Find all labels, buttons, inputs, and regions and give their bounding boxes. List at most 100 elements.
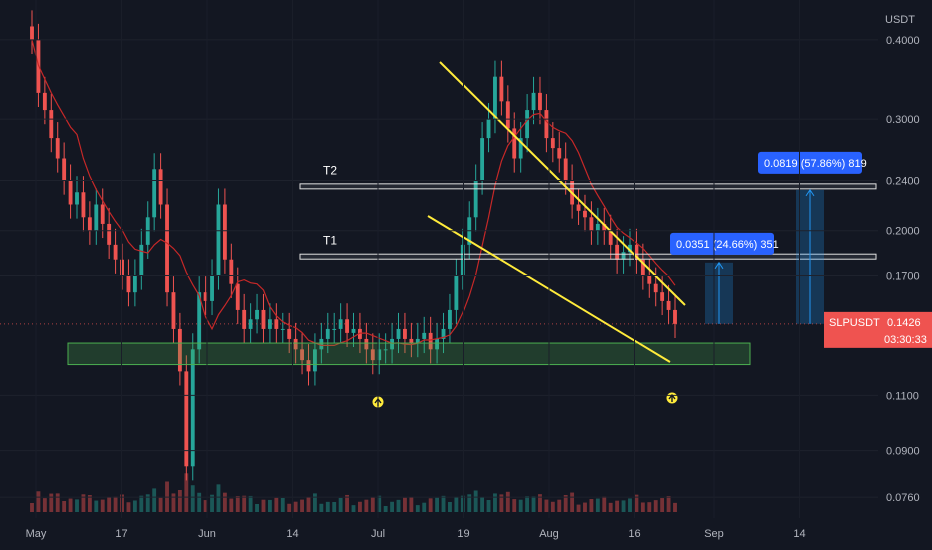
candle-body <box>493 76 497 120</box>
volume-bar <box>608 502 613 512</box>
candle-body <box>345 319 349 333</box>
target-line[interactable] <box>299 253 877 260</box>
measurement-tools[interactable]: 0.0351 (24.66%) 351 0.0819 (57.86%) 819 <box>670 151 867 324</box>
candle-body <box>454 275 459 310</box>
last-price-tag: SLPUSDT 0.1426 03:30:33 <box>824 311 932 348</box>
time-axis[interactable] <box>0 518 932 550</box>
volume-bar <box>87 495 92 512</box>
candle-body <box>473 180 478 218</box>
volume-bar <box>640 502 645 512</box>
volume-bar <box>435 497 440 512</box>
volume-bar <box>576 504 581 512</box>
volume-bar <box>454 496 459 512</box>
candle-body <box>62 158 67 181</box>
y-tick-label: 0.1100 <box>886 390 919 402</box>
y-tick-label: 0.2000 <box>886 226 920 238</box>
volume-bar <box>306 497 311 512</box>
volume-bar <box>422 502 427 512</box>
candle-body <box>94 204 99 231</box>
candle-body <box>544 110 549 139</box>
volume-bar <box>538 494 542 512</box>
candle-body <box>460 244 465 276</box>
candle-body <box>403 328 407 339</box>
candle-body <box>293 338 298 350</box>
candle-body <box>300 349 304 361</box>
volume-bar <box>229 498 234 512</box>
candle-body <box>235 283 240 310</box>
volume-bar <box>261 499 266 512</box>
volume-bar <box>595 498 600 512</box>
candle-body <box>100 204 105 224</box>
wedge-upper-line[interactable] <box>439 61 686 306</box>
candle-body <box>557 148 562 159</box>
x-tick-label: May <box>26 528 47 540</box>
volume-bar <box>415 505 420 512</box>
last-price-symbol: SLPUSDT <box>829 317 880 329</box>
candle-body <box>30 26 34 40</box>
volume-bar <box>100 499 105 512</box>
volume-bar <box>647 502 652 512</box>
candle-body <box>422 332 427 339</box>
candle-body <box>287 328 292 339</box>
candle-body <box>396 328 401 339</box>
volume-bar <box>634 494 639 512</box>
x-tick-label: 19 <box>457 528 469 540</box>
volume-bar <box>222 492 227 512</box>
candle-body <box>42 92 47 111</box>
volume-bar <box>132 500 137 512</box>
volume-bar <box>493 493 497 512</box>
candle-body <box>358 328 362 339</box>
volume-bar <box>81 494 86 512</box>
candle-body <box>448 309 452 329</box>
volume-bar <box>280 498 285 512</box>
candle-body <box>107 223 112 245</box>
candle-body <box>87 217 92 231</box>
candle-body <box>589 217 594 231</box>
volume-bar <box>319 503 324 512</box>
volume-bar <box>190 485 195 512</box>
candle-body <box>203 292 208 301</box>
volume-bar <box>312 493 317 512</box>
volume-bar <box>145 494 150 512</box>
volume-bar <box>550 501 555 512</box>
last-price-value: 0.1426 <box>887 317 921 329</box>
candle-body <box>621 252 626 260</box>
candle-body <box>370 349 375 361</box>
candle-body <box>248 319 253 329</box>
candle-body <box>229 259 234 284</box>
volume-bar <box>383 506 388 512</box>
volume-bar <box>544 499 549 512</box>
candle-body <box>608 230 613 245</box>
volume-bar <box>267 499 272 512</box>
volume-bar <box>287 503 292 512</box>
price-axis[interactable] <box>878 0 932 518</box>
volume-bar <box>300 499 304 512</box>
candle-body <box>512 128 517 159</box>
volume-bar <box>666 496 671 512</box>
candle-body <box>576 204 581 211</box>
candle-body <box>222 204 227 260</box>
candle-body <box>165 204 169 293</box>
target-line[interactable] <box>299 183 877 190</box>
candle-body <box>197 292 202 350</box>
volume-bar <box>325 501 330 512</box>
volume-bar <box>177 490 182 512</box>
volume-bar <box>505 491 510 512</box>
volume-bar <box>235 496 240 512</box>
support-zone[interactable] <box>67 342 751 366</box>
x-tick-label: Aug <box>539 528 559 540</box>
volume-bar <box>197 492 202 512</box>
candle-body <box>216 204 221 276</box>
candle-body <box>595 223 600 231</box>
candle-body <box>332 328 337 330</box>
volume-bar <box>345 494 349 512</box>
volume-bar <box>460 495 465 512</box>
measure-label-box <box>670 232 774 255</box>
volume-bar <box>660 498 665 512</box>
candle-body <box>505 101 510 129</box>
price-axis-ticks: 0.4000 0.3000 0.2400 0.2000 0.1700 0.1100 0.09… <box>0 35 920 504</box>
volume-bar <box>126 502 131 512</box>
volume-bar <box>615 500 620 512</box>
candle-body <box>415 338 420 344</box>
